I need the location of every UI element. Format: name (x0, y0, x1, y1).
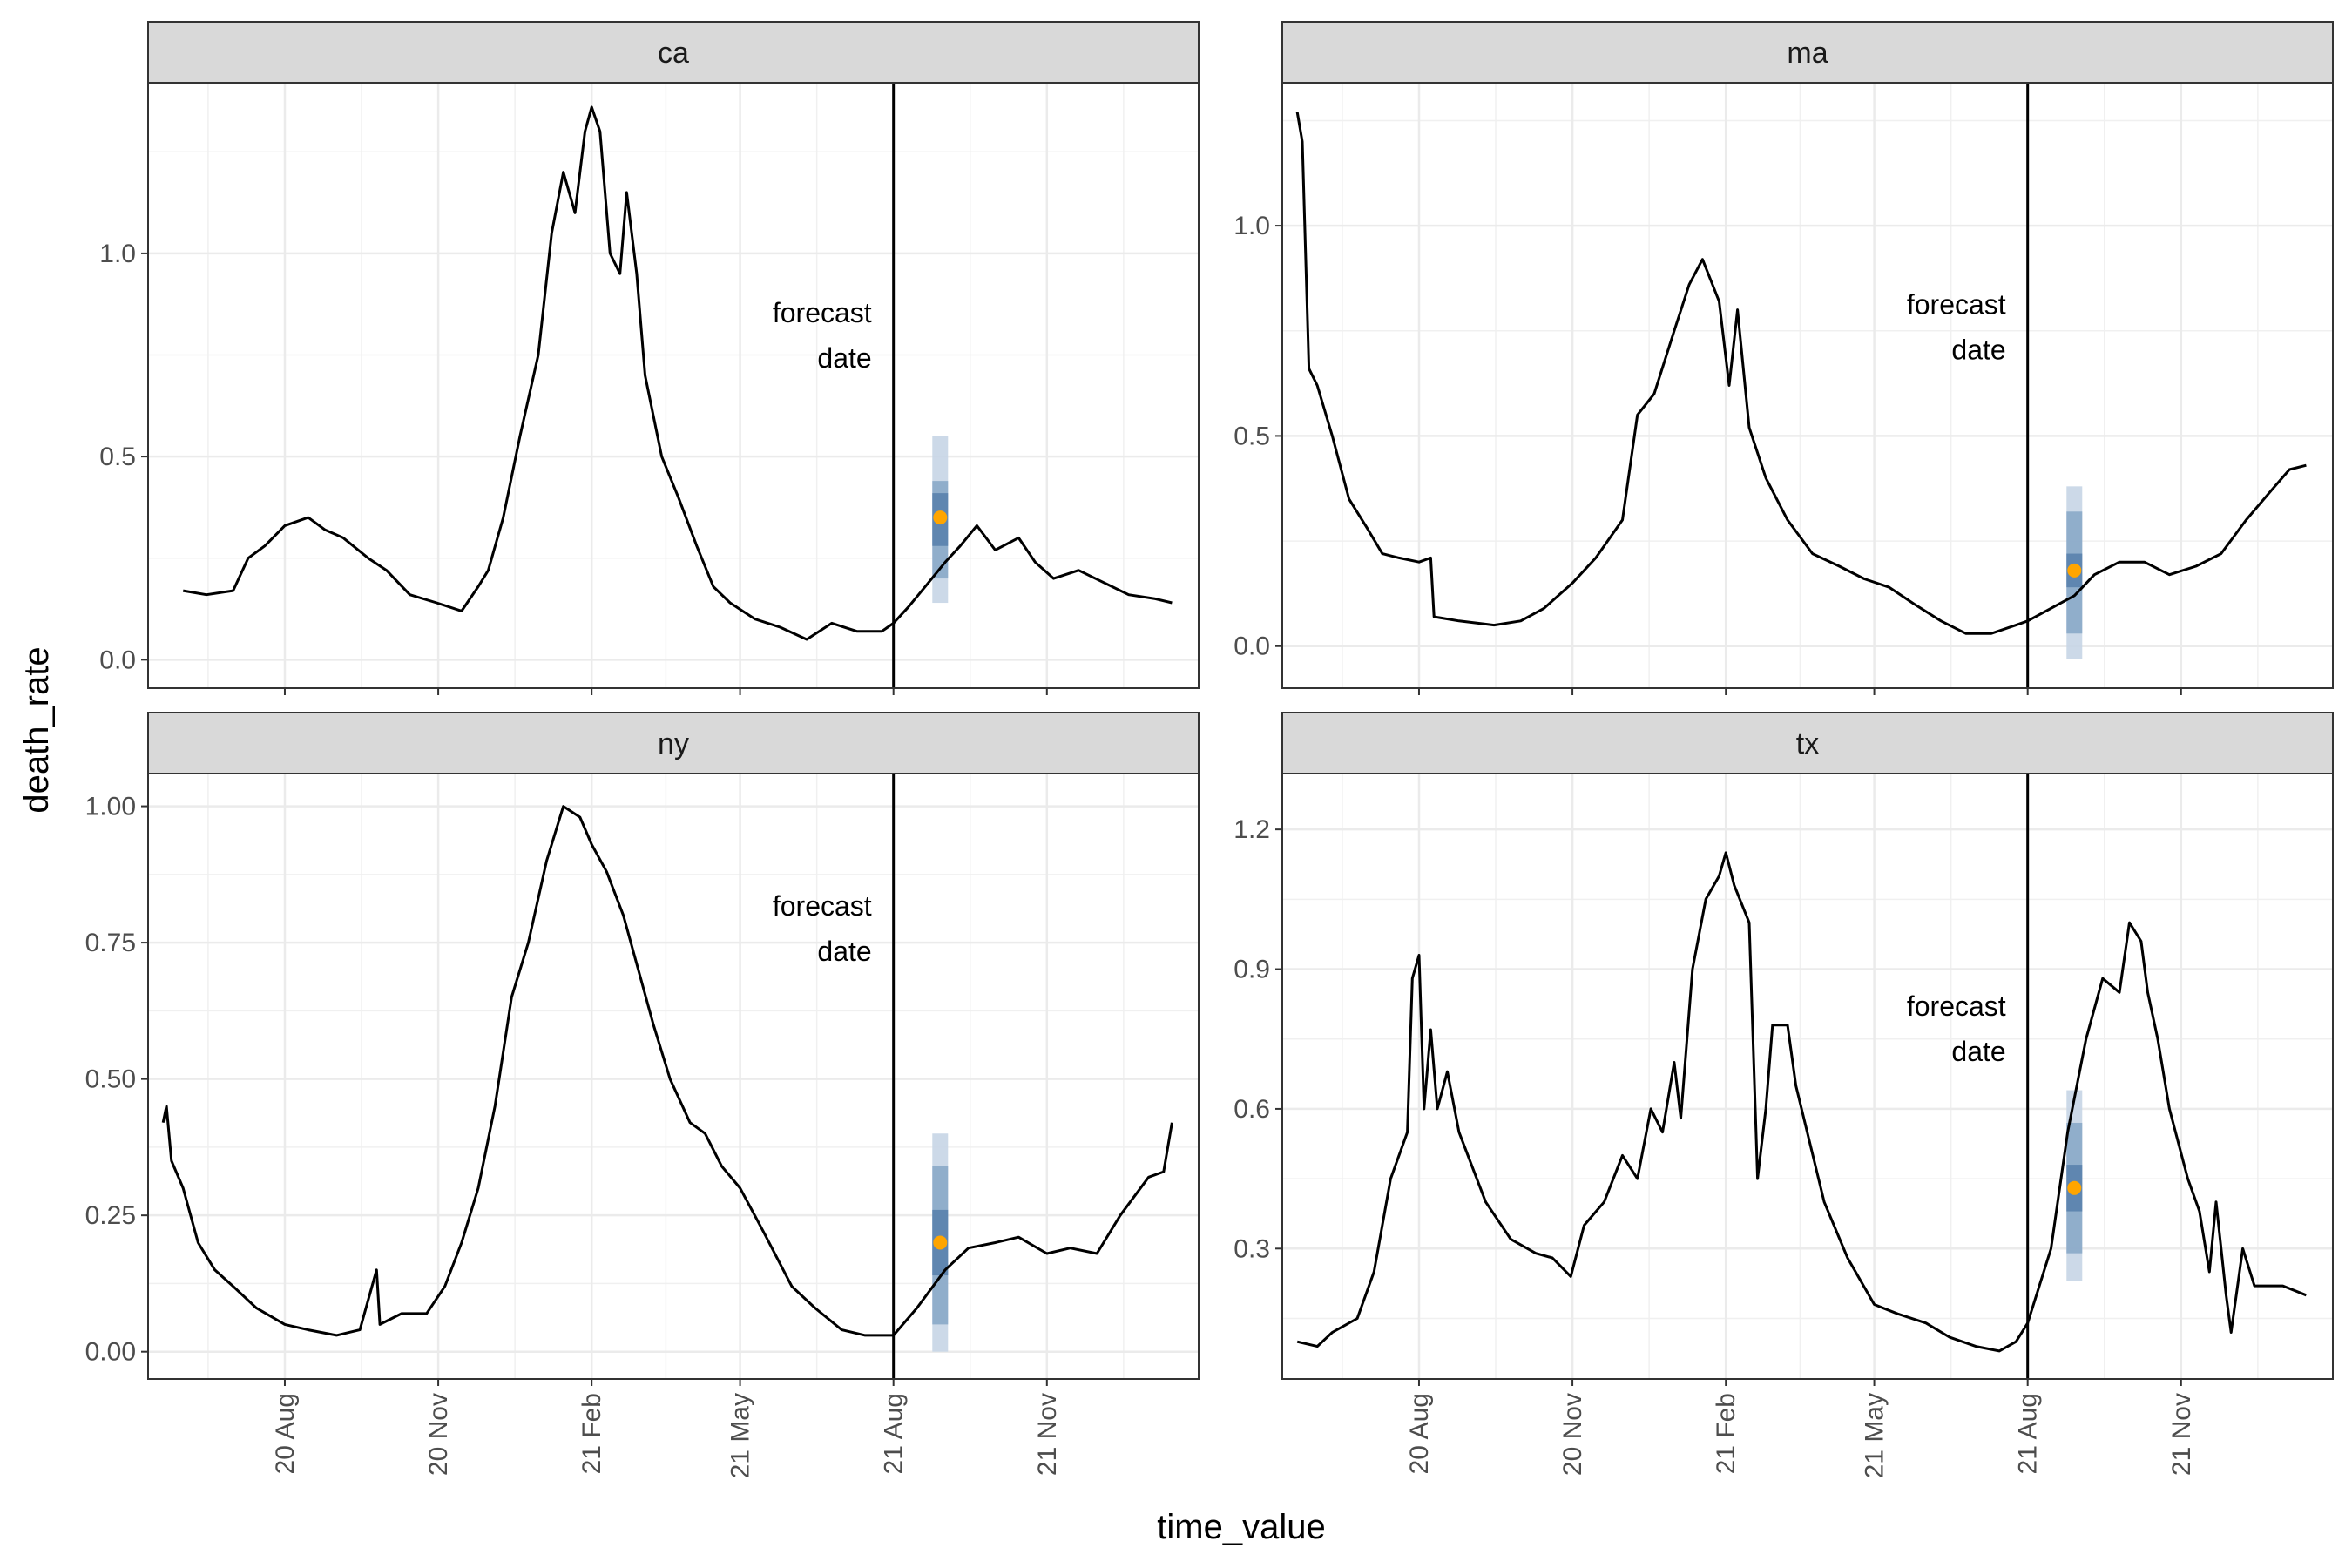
panel-border (147, 82, 1200, 689)
y-tick-label: 0.6 (1233, 1095, 1270, 1124)
facet-strip (147, 21, 1200, 84)
y-tick-label: 1.2 (1233, 815, 1270, 844)
facet-strip-label: ca (658, 37, 689, 70)
forecast-point (933, 1235, 948, 1250)
forecast-annotation-line2: date (1951, 334, 2005, 365)
forecast-annotation-line1: forecast (773, 890, 872, 922)
x-tick-label: 20 Aug (271, 1393, 300, 1474)
x-tick-label: 21 Nov (2167, 1393, 2196, 1476)
facet-ny: ny 0.00 0.25 0.50 0.75 1.00 20 Aug 20 Nov 21 Feb… (85, 712, 1200, 1478)
forecast-annotation-line2: date (1951, 1036, 2005, 1067)
panel-background (1282, 774, 2333, 1379)
death-rate-line (1296, 851, 2307, 1353)
facet-ca: ca 0.0 0.5 1.0 forecast date (99, 21, 1200, 695)
y-tick-label: 0.00 (85, 1338, 136, 1367)
forecast-point (2067, 1180, 2082, 1195)
x-tick-label: 20 Aug (1405, 1393, 1434, 1474)
y-tick-label: 0.5 (1233, 422, 1270, 450)
y-tick-label: 1.00 (85, 793, 136, 821)
x-tick-label: 21 Aug (880, 1393, 909, 1474)
forecast-point (933, 510, 948, 525)
y-tick-label: 0.75 (85, 929, 136, 957)
panel-border (1281, 773, 2334, 1380)
forecast-point (2067, 563, 2082, 578)
facet-strip (147, 712, 1200, 774)
x-axis-title: time_value (1157, 1508, 1325, 1546)
x-tick-label: 21 May (1861, 1393, 1889, 1478)
x-tick-label: 21 Feb (578, 1393, 606, 1474)
y-axis-title: death_rate (17, 646, 56, 813)
death-rate-line (182, 105, 1173, 641)
forecast-annotation-line2: date (817, 342, 871, 374)
y-tick-label: 1.0 (99, 240, 136, 268)
x-tick-label: 21 Feb (1712, 1393, 1740, 1474)
facet-strip-label: tx (1796, 727, 1819, 760)
facet-strip (1281, 712, 2334, 774)
x-tick-label: 21 Nov (1033, 1393, 1062, 1476)
y-tick-label: 0.9 (1233, 956, 1270, 984)
x-tick-label: 20 Nov (424, 1393, 453, 1476)
y-tick-label: 0.5 (99, 443, 136, 471)
x-tick-label: 21 Aug (2014, 1393, 2043, 1474)
y-tick-label: 0.0 (1233, 632, 1270, 661)
panel-border (147, 773, 1200, 1380)
y-tick-label: 0.50 (85, 1065, 136, 1094)
facet-tx: tx 0.3 0.6 0.9 1.2 20 Aug 20 Nov 21 Feb 21 May 21… (1233, 712, 2334, 1478)
facet-ma: ma 0.0 0.5 1.0 forecast date (1233, 21, 2334, 695)
y-tick-label: 0.0 (99, 645, 136, 674)
forecast-annotation-line1: forecast (1907, 288, 2006, 320)
panel-border (1281, 82, 2334, 689)
y-tick-label: 0.3 (1233, 1234, 1270, 1263)
death-rate-line (1295, 112, 2307, 635)
y-tick-label: 1.0 (1233, 212, 1270, 240)
death-rate-line (161, 805, 1173, 1337)
panel-background (148, 83, 1199, 688)
panel-background (1282, 83, 2333, 688)
forecast-annotation-line1: forecast (1907, 990, 2006, 1022)
forecast-annotation-line1: forecast (773, 297, 872, 328)
x-tick-label: 21 May (727, 1393, 755, 1478)
forecast-annotation-line2: date (817, 936, 871, 967)
panel-background (148, 774, 1199, 1379)
y-tick-label: 0.25 (85, 1201, 136, 1230)
x-tick-label: 20 Nov (1558, 1393, 1587, 1476)
facet-strip-label: ny (658, 727, 689, 760)
facet-strip-label: ma (1787, 37, 1828, 70)
